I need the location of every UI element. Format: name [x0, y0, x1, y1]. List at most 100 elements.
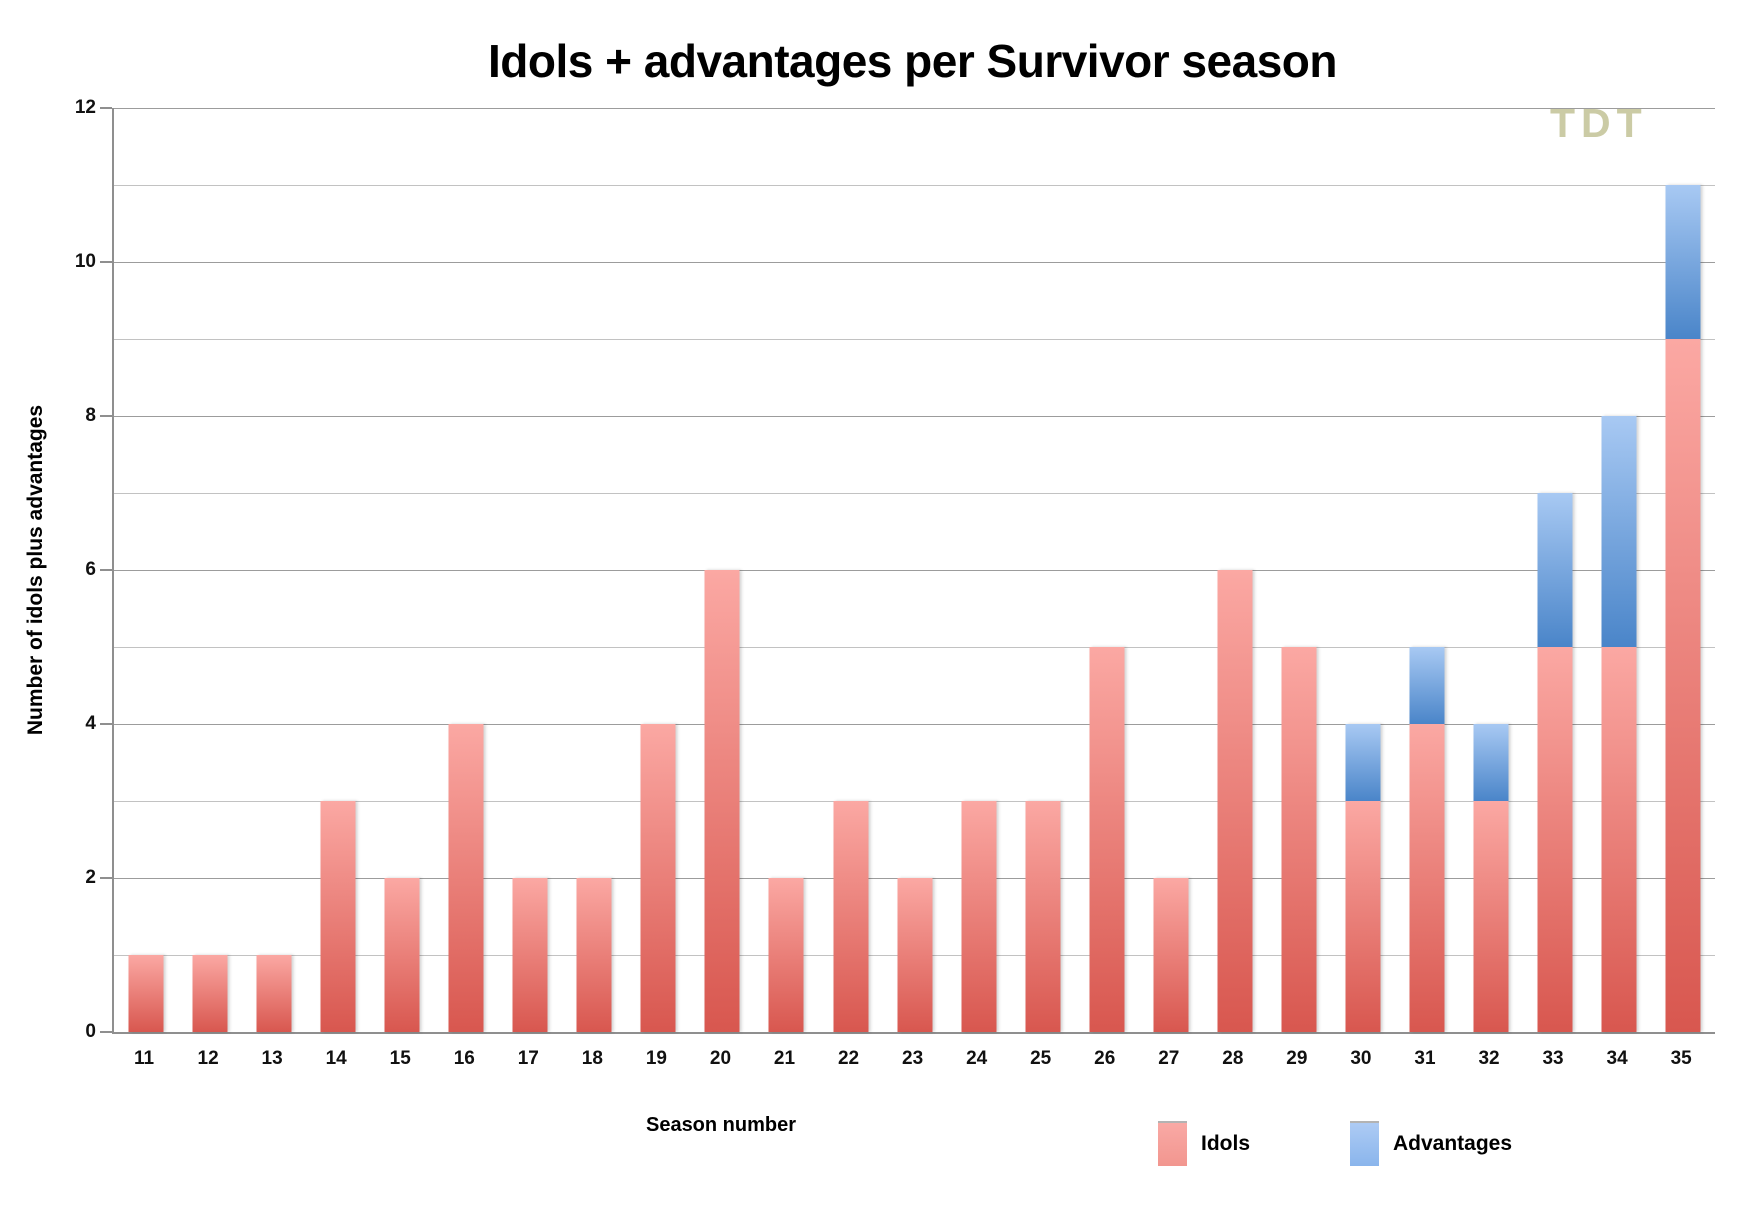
- x-tick-label-28: 28: [1222, 1048, 1244, 1069]
- bar-slot-season-33: [1523, 108, 1587, 1032]
- bar-slot-season-13: [242, 108, 306, 1032]
- bar-segment-idols-season-12: [192, 955, 228, 1032]
- bar-segment-idols-season-26: [1089, 647, 1125, 1032]
- bar-segment-idols-season-35: [1665, 339, 1701, 1032]
- bar-season-28: [1217, 570, 1253, 1032]
- bar-slot-season-12: [178, 108, 242, 1032]
- bar-slot-season-18: [562, 108, 626, 1032]
- gridline-9: [114, 339, 1715, 340]
- x-tick-label-21: 21: [773, 1048, 796, 1069]
- x-tick-label-23: 23: [902, 1048, 924, 1069]
- bar-segment-idols-season-20: [704, 570, 740, 1032]
- bar-segment-advantages-season-35: [1665, 185, 1701, 339]
- bar-series: [114, 108, 1715, 1032]
- y-tick-label-8: 8: [85, 405, 96, 426]
- bar-segment-idols-season-30: [1345, 801, 1381, 1032]
- bar-segment-idols-season-34: [1601, 647, 1637, 1032]
- bar-slot-season-35: [1651, 108, 1715, 1032]
- chart-title: Idols + advantages per Survivor season: [488, 35, 1337, 87]
- bar-segment-idols-season-21: [768, 878, 804, 1032]
- y-tick-label-10: 10: [74, 251, 96, 272]
- bar-slot-season-14: [306, 108, 370, 1032]
- bar-segment-idols-season-25: [1025, 801, 1061, 1032]
- x-tick-label-25: 25: [1030, 1048, 1052, 1069]
- x-axis: 11 12 13 14 15 16 17 18 19 20 21 22 23 24 25 26 27 28 29 30…: [112, 1048, 1713, 1070]
- bar-slot-season-21: [754, 108, 818, 1032]
- gridline-8: [114, 416, 1715, 417]
- gridline-7: [114, 493, 1715, 494]
- bar-slot-season-31: [1395, 108, 1459, 1032]
- bar-slot-season-24: [947, 108, 1011, 1032]
- x-tick-label-29: 29: [1286, 1048, 1308, 1069]
- bar-segment-idols-season-32: [1473, 801, 1509, 1032]
- bar-season-16: [448, 724, 484, 1032]
- watermark-tdt: TDT: [1550, 100, 1648, 146]
- bar-slot-season-25: [1011, 108, 1075, 1032]
- bar-segment-idols-season-24: [961, 801, 997, 1032]
- bar-segment-advantages-season-32: [1473, 724, 1509, 801]
- x-tick-label-27: 27: [1158, 1048, 1180, 1069]
- x-tick-label-15: 15: [389, 1048, 411, 1069]
- bar-segment-advantages-season-31: [1409, 647, 1445, 724]
- bar-season-35: [1665, 185, 1701, 1032]
- bar-season-26: [1089, 647, 1125, 1032]
- legend-swatch-idols: [1158, 1121, 1187, 1166]
- x-axis-title: Season number: [645, 1114, 797, 1136]
- bar-segment-idols-season-31: [1409, 724, 1445, 1032]
- gridline-6: [114, 570, 1715, 571]
- x-tick-label-35: 35: [1670, 1048, 1692, 1069]
- bar-slot-season-29: [1267, 108, 1331, 1032]
- y-tick-label-2: 2: [85, 867, 96, 888]
- bar-segment-idols-season-27: [1153, 878, 1189, 1032]
- legend-item-advantages: Advantages: [1350, 1121, 1512, 1166]
- bar-season-27: [1153, 878, 1189, 1032]
- gridline-12: [114, 108, 1715, 109]
- plot-area: [112, 108, 1715, 1034]
- bar-season-33: [1537, 493, 1573, 1032]
- bar-segment-idols-season-23: [897, 878, 933, 1032]
- y-tick-8: [100, 415, 112, 417]
- bar-slot-season-30: [1331, 108, 1395, 1032]
- bar-season-34: [1601, 416, 1637, 1032]
- bar-season-13: [256, 955, 292, 1032]
- x-tick-label-33: 33: [1542, 1048, 1564, 1069]
- bar-season-24: [961, 801, 997, 1032]
- bar-season-20: [704, 570, 740, 1032]
- bar-season-30: [1345, 724, 1381, 1032]
- bar-season-21: [768, 878, 804, 1032]
- bar-slot-season-17: [498, 108, 562, 1032]
- bar-season-14: [320, 801, 356, 1032]
- x-tick-label-16: 16: [453, 1048, 475, 1069]
- legend-item-idols: Idols: [1158, 1121, 1250, 1166]
- x-tick-label-18: 18: [581, 1048, 603, 1069]
- x-tick-label-22: 22: [837, 1048, 860, 1069]
- bar-segment-idols-season-15: [384, 878, 420, 1032]
- bar-segment-idols-season-22: [833, 801, 869, 1032]
- x-tick-label-32: 32: [1478, 1048, 1500, 1069]
- bar-segment-idols-season-18: [576, 878, 612, 1032]
- bar-season-17: [512, 878, 548, 1032]
- bar-season-32: [1473, 724, 1509, 1032]
- bar-slot-season-32: [1459, 108, 1523, 1032]
- legend-swatch-advantages: [1350, 1121, 1379, 1166]
- y-tick-0: [100, 1031, 112, 1033]
- bar-segment-advantages-season-33: [1537, 493, 1573, 647]
- y-tick-label-6: 6: [85, 559, 96, 580]
- bar-season-29: [1281, 647, 1317, 1032]
- y-tick-12: [100, 107, 112, 109]
- bar-season-11: [128, 955, 164, 1032]
- bar-season-25: [1025, 801, 1061, 1032]
- bar-season-15: [384, 878, 420, 1032]
- bar-slot-season-23: [883, 108, 947, 1032]
- legend-label-idols: Idols: [1201, 1131, 1251, 1155]
- x-tick-label-11: 11: [133, 1048, 155, 1069]
- bar-slot-season-28: [1203, 108, 1267, 1032]
- gridline-10: [114, 262, 1715, 263]
- x-tick-label-20: 20: [709, 1048, 732, 1069]
- bar-segment-idols-season-17: [512, 878, 548, 1032]
- bar-slot-season-15: [370, 108, 434, 1032]
- bar-segment-idols-season-29: [1281, 647, 1317, 1032]
- gridline-5: [114, 647, 1715, 648]
- gridline-11: [114, 185, 1715, 186]
